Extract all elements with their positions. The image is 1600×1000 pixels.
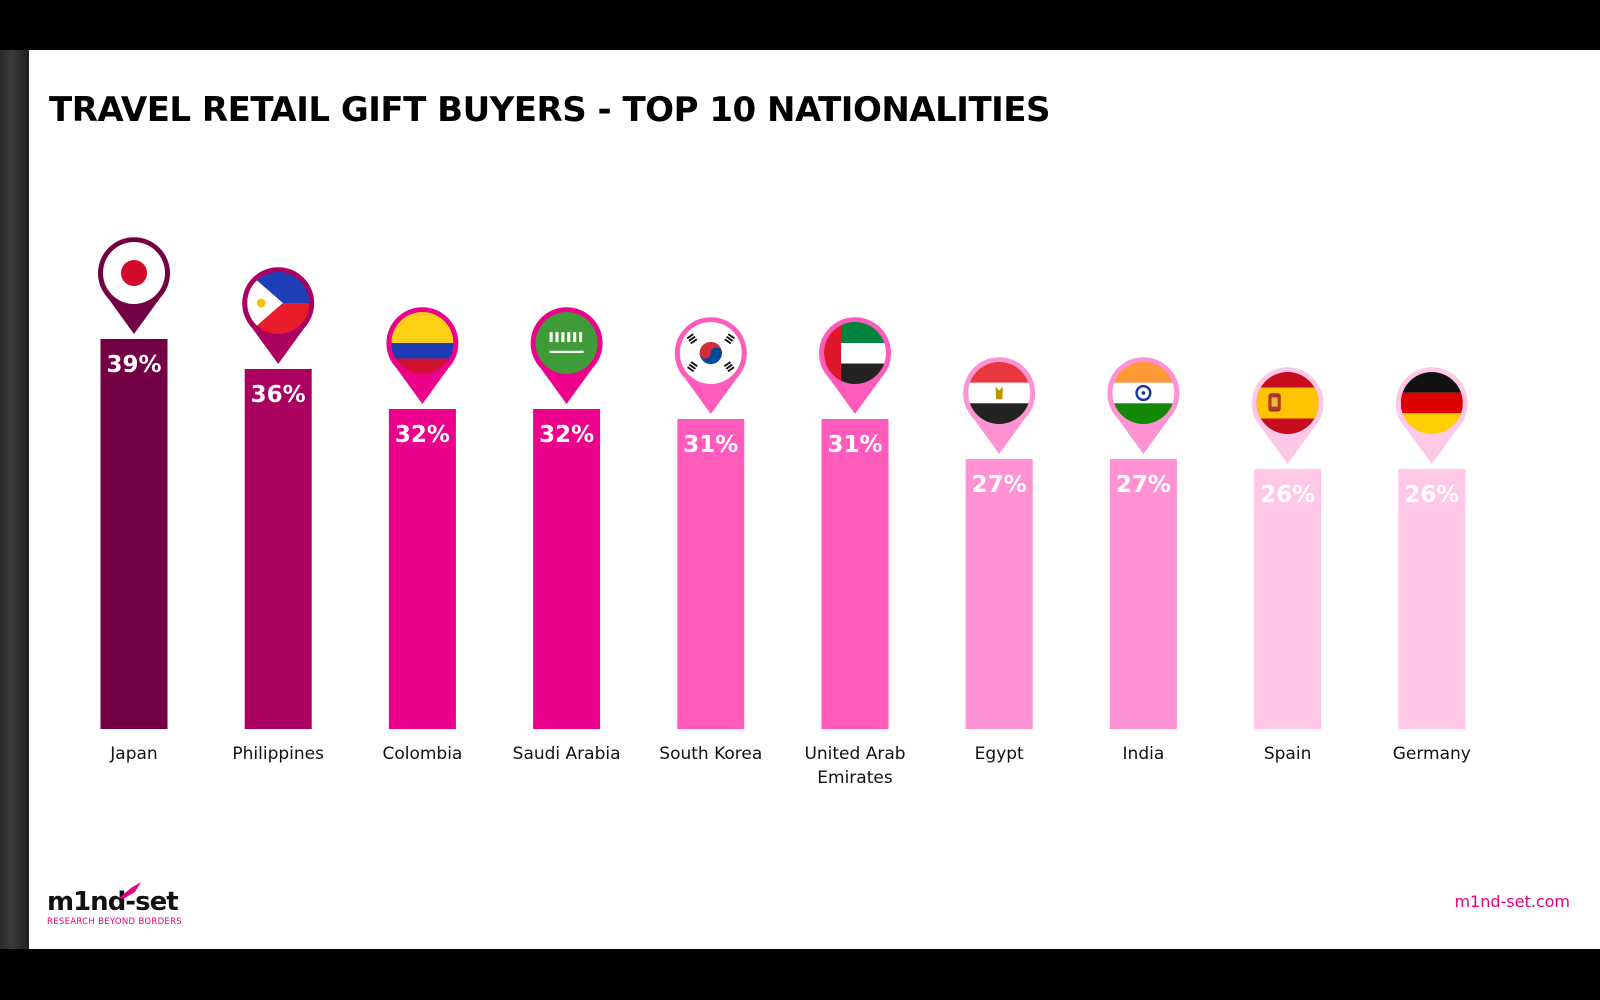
germany-flag-icon	[1400, 372, 1463, 434]
category-label-egypt: Egypt	[975, 744, 1024, 764]
bar-south-korea	[677, 419, 745, 729]
bar-saudi-arabia	[533, 409, 601, 729]
logo-tagline: RESEARCH BEYOND BORDERS	[47, 917, 182, 927]
saudi-arabia-flag-icon	[535, 312, 598, 374]
site-url: m1nd-set.com	[1454, 892, 1570, 911]
value-label-south-korea: 31%	[683, 432, 738, 458]
category-label-germany: Germany	[1393, 744, 1471, 764]
slide: TRAVEL RETAIL GIFT BUYERS - TOP 10 NATIO…	[29, 50, 1600, 949]
bar-colombia	[388, 409, 456, 729]
bar-egypt	[965, 459, 1033, 729]
category-label-saudi-arabia: Saudi Arabia	[513, 744, 621, 764]
category-label-colombia: Colombia	[382, 744, 462, 764]
uae-flag-icon	[824, 322, 886, 384]
philippines-flag-icon	[247, 272, 310, 334]
value-label-india: 27%	[1116, 472, 1171, 498]
bar-philippines	[244, 369, 312, 729]
bar-germany	[1398, 469, 1466, 729]
brand-logo: m1nd-set RESEARCH BEYOND BORDERS	[47, 882, 182, 927]
category-label-philippines: Philippines	[232, 744, 324, 764]
egypt-flag-icon	[968, 362, 1031, 424]
logo-plane-icon	[119, 882, 141, 899]
value-label-colombia: 32%	[395, 422, 450, 448]
page-title: TRAVEL RETAIL GIFT BUYERS - TOP 10 NATIO…	[49, 90, 1051, 130]
bar-japan	[100, 339, 168, 729]
value-label-germany: 26%	[1404, 482, 1459, 508]
category-label-japan: Japan	[109, 744, 157, 764]
value-label-spain: 26%	[1260, 482, 1315, 508]
category-label-spain: Spain	[1264, 744, 1312, 764]
value-label-japan: 39%	[106, 352, 161, 378]
japan-flag-icon	[103, 242, 165, 304]
south-korea-flag-icon	[679, 322, 742, 384]
left-edge-strip	[0, 50, 29, 949]
value-label-philippines: 36%	[251, 382, 306, 408]
colombia-flag-icon	[391, 312, 454, 374]
spain-flag-icon	[1256, 372, 1319, 434]
bar-chart: 39% Japan 36% Philippines 32% Colombia 32% Saud…	[97, 237, 1471, 788]
bar-spain	[1254, 469, 1322, 729]
category-label-united-arab-emirates: United Arab Emirates	[804, 744, 905, 788]
value-label-saudi-arabia: 32%	[539, 422, 594, 448]
india-flag-icon	[1112, 362, 1175, 424]
category-label-india: India	[1123, 744, 1165, 764]
bar-united-arab-emirates	[821, 419, 889, 729]
category-label-south-korea: South Korea	[659, 744, 762, 764]
logo-text: m1nd-set	[47, 887, 179, 917]
bar-india	[1109, 459, 1177, 729]
value-label-egypt: 27%	[972, 472, 1027, 498]
value-label-united-arab-emirates: 31%	[827, 432, 882, 458]
